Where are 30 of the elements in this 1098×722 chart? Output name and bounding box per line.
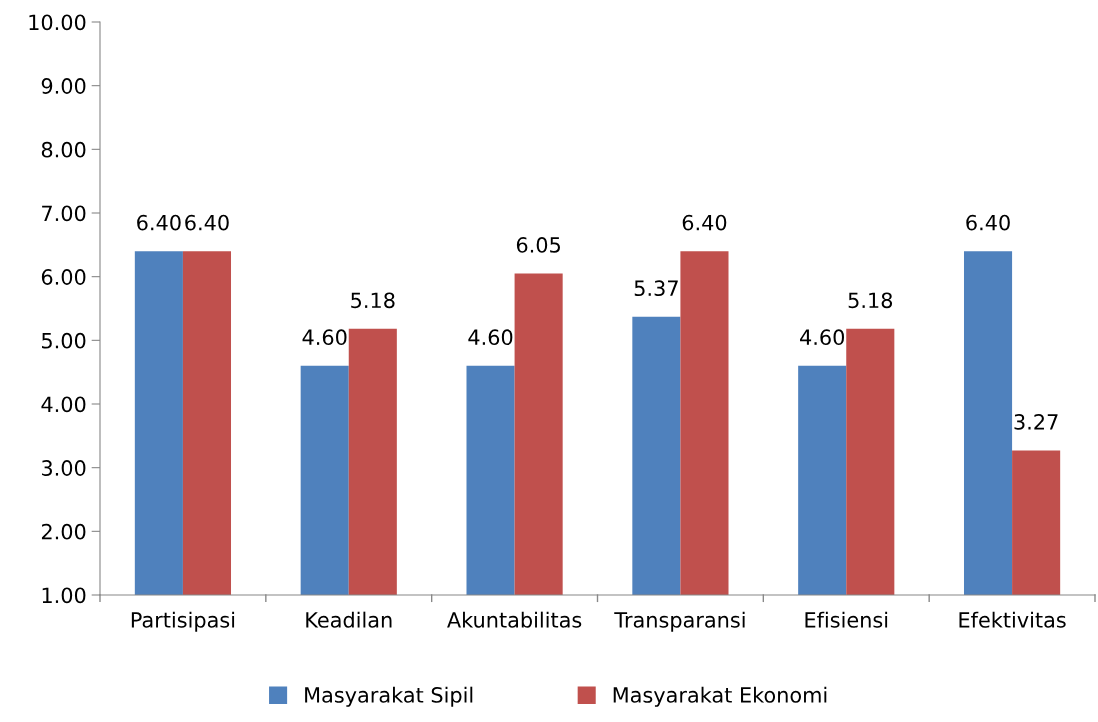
data-label: 4.60 [800, 329, 845, 346]
y-tick-label: 3.00 [42, 460, 86, 476]
x-tick-label: Partisipasi [131, 611, 235, 632]
x-tick-label: Keadilan [306, 611, 392, 628]
data-label: 6.40 [682, 214, 727, 231]
legend-label: Masyarakat Ekonomi [613, 686, 827, 707]
y-tick-label: 7.00 [42, 205, 86, 222]
data-label: 5.18 [351, 292, 395, 309]
y-tick-label: 10.00 [29, 14, 86, 31]
x-tick-label: Akuntabilitas [447, 611, 582, 628]
y-tick-label: 8.00 [41, 141, 86, 158]
data-label: 4.60 [468, 329, 513, 346]
data-label: 5.37 [634, 280, 678, 297]
y-tick-label: 9.00 [41, 78, 86, 94]
x-tick-label: Transparansi [614, 611, 745, 632]
y-tick-label: 2.00 [41, 523, 86, 540]
data-label: 6.05 [516, 237, 560, 253]
x-tick-label: Efisiensi [805, 611, 888, 628]
legend-label: Masyarakat Sipil [305, 686, 473, 707]
data-label: 5.18 [848, 292, 893, 309]
y-tick-label: 4.00 [41, 396, 86, 413]
data-label: 4.60 [302, 329, 347, 346]
x-tick-label: Efektivitas [959, 611, 1066, 628]
data-label: 6.40 [137, 214, 181, 231]
data-label: 6.40 [966, 214, 1010, 231]
y-tick-label: 5.00 [42, 332, 86, 349]
data-label: 3.27 [1014, 414, 1058, 430]
y-tick-label: 1.00 [42, 587, 86, 604]
y-tick-label: 6.00 [41, 269, 86, 285]
data-label: 6.40 [185, 214, 229, 231]
